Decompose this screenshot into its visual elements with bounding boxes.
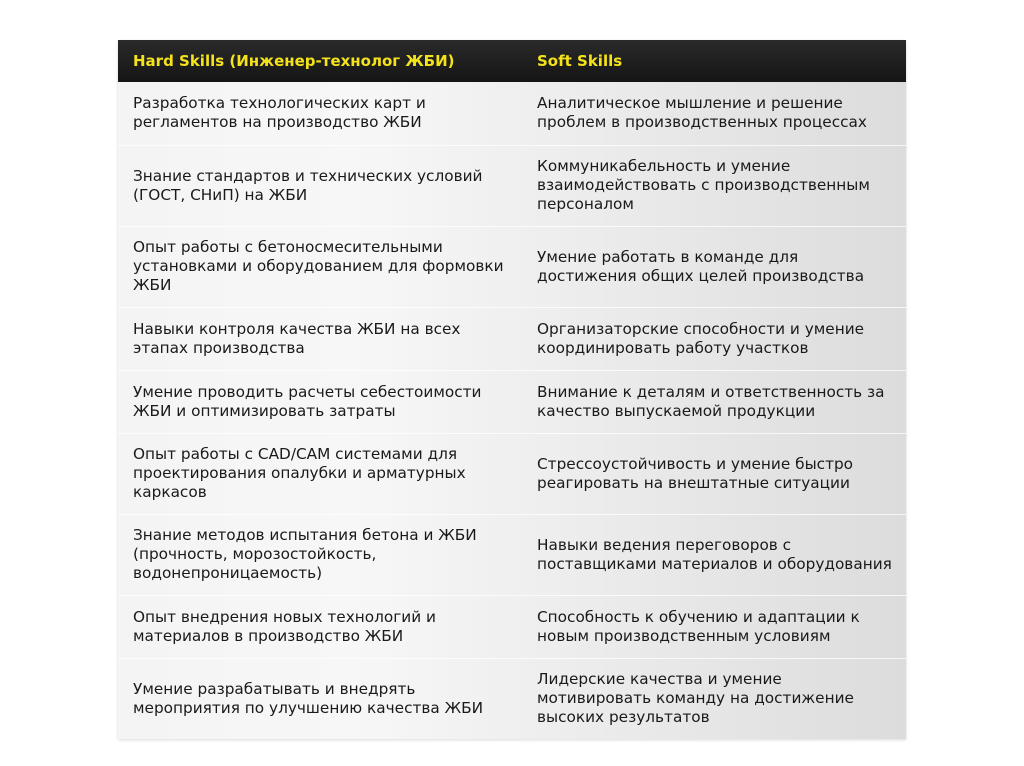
skills-table: Hard Skills (Инженер-технолог ЖБИ) Soft … xyxy=(118,40,906,739)
soft-skill-cell: Умение работать в команде для достижения… xyxy=(522,226,906,308)
hard-skill-cell: Опыт работы с CAD/CAM системами для прое… xyxy=(118,433,522,515)
soft-skill-cell: Лидерские качества и умение мотивировать… xyxy=(537,670,854,727)
table-row: Навыки контроля качества ЖБИ на всех эта… xyxy=(118,307,906,371)
hard-skill-cell: Умение разрабатывать и внедрять мероприя… xyxy=(133,679,484,717)
soft-skill-cell: Аналитическое мышление и решение проблем… xyxy=(522,82,906,146)
hard-skill-cell: Разработка технологических карт и реглам… xyxy=(118,82,522,146)
hard-skill-cell: Знание методов испытания бетона и ЖБИ (п… xyxy=(118,514,522,596)
hard-skill-cell: Опыт внедрения новых технологий и матери… xyxy=(118,595,522,659)
table-row: Разработка технологических карт и реглам… xyxy=(118,82,906,146)
table-row: Знание методов испытания бетона и ЖБИ (п… xyxy=(118,514,906,596)
soft-skill-cell: Внимание к деталям и ответственность за … xyxy=(522,370,906,434)
soft-skill-cell: Коммуникабельность и умение взаимодейств… xyxy=(522,145,906,227)
hard-skill-cell: Знание стандартов и технических условий … xyxy=(118,145,522,227)
table-row: Опыт работы с CAD/CAM системами для прое… xyxy=(118,433,906,515)
table-row: Умение разрабатывать и внедрять мероприя… xyxy=(118,658,906,739)
hard-skill-cell: Умение проводить расчеты себестоимости Ж… xyxy=(118,370,522,434)
hard-skill-cell: Навыки контроля качества ЖБИ на всех эта… xyxy=(118,307,522,371)
soft-skill-cell: Организаторские способности и умение коо… xyxy=(522,307,906,371)
header-row: Hard Skills (Инженер-технолог ЖБИ) Soft … xyxy=(118,40,906,82)
soft-skill-cell: Способность к обучению и адаптации к нов… xyxy=(522,595,906,659)
soft-skill-cell: Навыки ведения переговоров с поставщикам… xyxy=(522,514,906,596)
table-row: Опыт работы с бетоносмесительными устано… xyxy=(118,226,906,308)
table-row: Знание стандартов и технических условий … xyxy=(118,145,906,227)
hard-skill-cell: Опыт работы с бетоносмесительными устано… xyxy=(118,226,522,308)
table-row: Опыт внедрения новых технологий и матери… xyxy=(118,595,906,659)
header-hard-skills: Hard Skills (Инженер-технолог ЖБИ) xyxy=(118,40,522,82)
table-row: Умение проводить расчеты себестоимости Ж… xyxy=(118,370,906,434)
header-soft-skills: Soft Skills xyxy=(522,40,906,82)
soft-skill-cell: Стрессоустойчивость и умение быстро реаг… xyxy=(522,433,906,515)
